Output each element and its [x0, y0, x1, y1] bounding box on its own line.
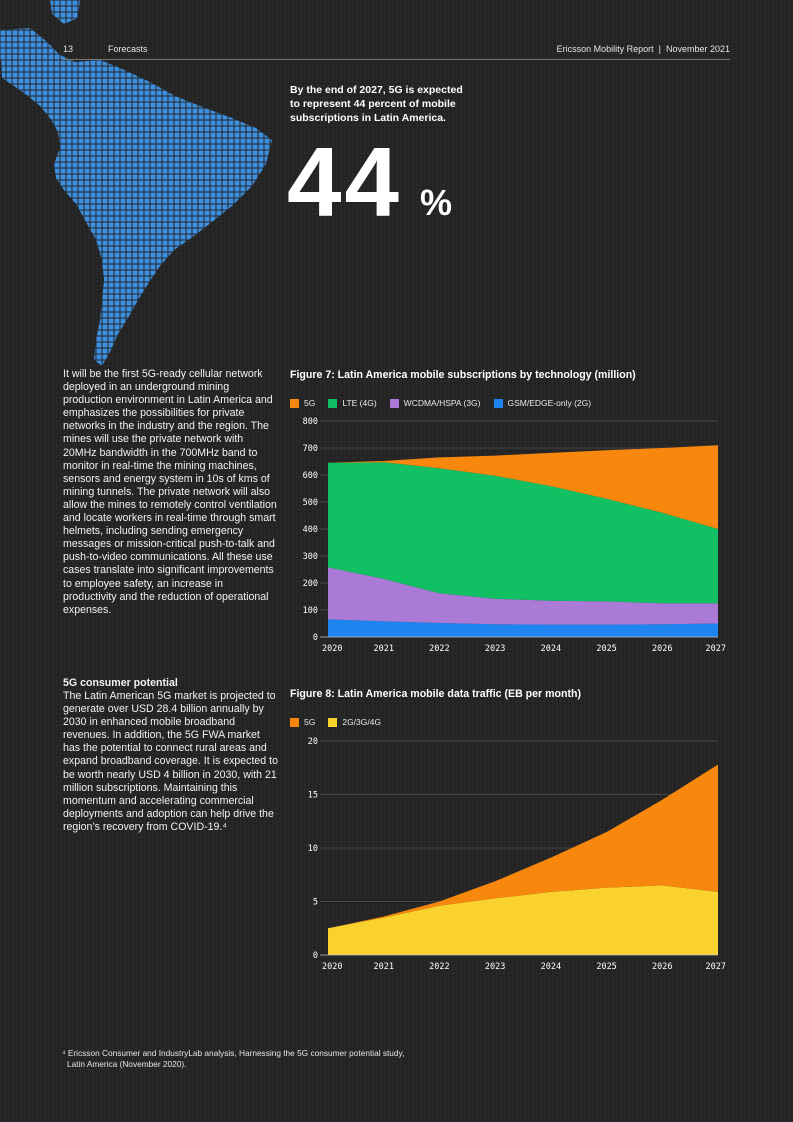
legend-label-5g: 5G	[304, 398, 316, 408]
legend-label-wcdma: WCDMA/HSPA (3G)	[403, 398, 481, 408]
south-america-map-graphic	[0, 0, 272, 366]
x-tick-label: 2024	[541, 644, 561, 654]
legend-swatch-wcdma	[389, 398, 399, 408]
body-paragraph-2: The Latin American 5G market is projecte…	[63, 690, 278, 833]
highlight-text: By the end of 2027, 5G is expected to re…	[290, 84, 463, 124]
footnote-line-2: Latin America (November 2020).	[67, 1059, 187, 1069]
footnote-line-1: ⁴ Ericsson Consumer and IndustryLab anal…	[62, 1048, 405, 1058]
area-series-5g	[328, 764, 718, 929]
page-number: 13	[63, 44, 74, 54]
legend-item-5g: 5G	[290, 398, 315, 408]
x-tick-label: 2020	[322, 962, 342, 972]
legend-item-legacy-traffic: 2G/3G/4G	[328, 717, 381, 727]
legend-item-lte: LTE (4G)	[328, 398, 377, 408]
y-tick-label: 500	[303, 498, 318, 508]
legend-swatch-gsm	[493, 398, 503, 408]
figure-8-title: Figure 8: Latin America mobile data traf…	[290, 688, 581, 700]
x-tick-label: 2025	[596, 962, 616, 972]
legend-label-lte: LTE (4G)	[342, 398, 377, 408]
y-tick-label: 300	[303, 552, 318, 562]
x-tick-label: 2026	[652, 644, 672, 654]
x-tick-label: 2023	[485, 644, 505, 654]
legend-item-wcdma: WCDMA/HSPA (3G)	[389, 398, 481, 408]
header-divider	[62, 59, 730, 60]
x-tick-label: 2024	[541, 962, 561, 972]
y-tick-label: 400	[303, 525, 318, 535]
legend-item-gsm: GSM/EDGE-only (2G)	[493, 398, 592, 408]
subheading-5g-consumer-potential: 5G consumer potential	[63, 677, 178, 689]
y-tick-label: 100	[303, 606, 318, 616]
y-tick-label: 0	[313, 951, 318, 961]
figure-7-title: Figure 7: Latin America mobile subscript…	[290, 369, 636, 381]
legend-swatch-legacy-traffic	[328, 717, 338, 727]
section-title: Forecasts	[108, 44, 148, 54]
y-tick-label: 800	[303, 417, 318, 427]
x-tick-label: 2026	[652, 962, 672, 972]
legend-label-5g-traffic: 5G	[304, 717, 316, 727]
figure-8-legend: 5G 2G/3G/4G	[290, 717, 381, 727]
y-tick-label: 700	[303, 444, 318, 454]
x-tick-label: 2027	[706, 644, 726, 654]
x-tick-label: 2023	[485, 962, 505, 972]
x-tick-label: 2025	[596, 644, 616, 654]
x-tick-label: 2020	[322, 644, 342, 654]
area-series-lte-4g-	[328, 462, 718, 604]
highlight-unit: %	[420, 182, 453, 223]
highlight-number: 44	[287, 127, 403, 237]
figure-7-chart: 0 100 200 300 400 500 600 700 800 2020 2021 2022 202…	[303, 417, 726, 654]
legend-swatch-5g-traffic	[290, 717, 299, 727]
x-tick-label: 2021	[373, 644, 393, 654]
y-tick-label: 5	[313, 898, 318, 908]
y-tick-label: 200	[303, 579, 318, 589]
legend-item-5g-traffic: 5G	[290, 717, 315, 727]
legend-label-legacy-traffic: 2G/3G/4G	[342, 717, 382, 727]
y-tick-label: 600	[303, 471, 318, 481]
area-series-wcdma-hspa-3g-	[328, 567, 718, 625]
report-title: Ericsson Mobility Report | November 2021	[556, 44, 730, 54]
area-series-5g	[328, 445, 718, 529]
x-tick-label: 2021	[373, 962, 393, 972]
figure-7-legend: 5G LTE (4G) WCDMA/HSPA (3G) GSM/EDGE-onl…	[290, 398, 591, 408]
y-tick-label: 10	[308, 844, 318, 854]
area-series-2g-3g-4g	[328, 885, 718, 955]
x-tick-label: 2022	[429, 644, 449, 654]
y-tick-label: 0	[313, 633, 318, 643]
y-tick-label: 20	[308, 737, 318, 747]
legend-swatch-5g	[290, 398, 299, 408]
legend-swatch-lte	[328, 398, 338, 408]
y-tick-label: 15	[308, 791, 318, 801]
body-paragraph-1: It will be the first 5G-ready cellular n…	[63, 368, 277, 616]
legend-label-gsm: GSM/EDGE-only (2G)	[507, 398, 592, 408]
x-tick-label: 2022	[429, 962, 449, 972]
x-tick-label: 2027	[706, 962, 726, 972]
footnote: ⁴ Ericsson Consumer and IndustryLab anal…	[62, 1048, 462, 1070]
area-series-gsm-edge-only-2g-	[328, 619, 718, 637]
